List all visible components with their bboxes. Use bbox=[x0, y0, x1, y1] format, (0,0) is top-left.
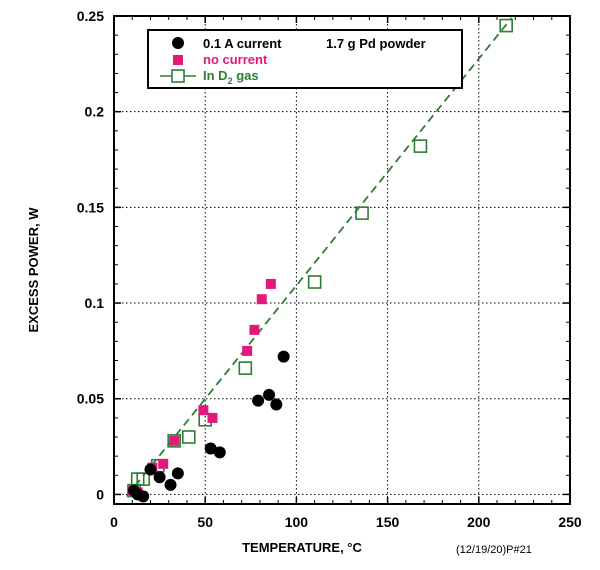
y-tick-label: 0.05 bbox=[77, 391, 104, 407]
data-point-filled-circle bbox=[204, 442, 217, 455]
x-axis-title: TEMPERATURE, °C bbox=[242, 540, 362, 555]
legend-symbol-open-square bbox=[171, 69, 185, 83]
data-point-filled-square bbox=[169, 435, 180, 446]
x-tick-label: 100 bbox=[285, 514, 309, 530]
sample-annotation: 1.7 g Pd powder bbox=[326, 36, 426, 51]
data-point-filled-circle bbox=[137, 490, 150, 503]
legend-label-d2-main: In D bbox=[203, 68, 228, 83]
data-point-open-square bbox=[167, 434, 181, 448]
figure-footer-code: (12/19/20)P#21 bbox=[456, 544, 532, 556]
d2-gas-trend-line bbox=[126, 17, 513, 497]
data-point-filled-square bbox=[256, 294, 267, 305]
legend-box bbox=[147, 29, 463, 89]
legend-label-d2-subscript: 2 bbox=[228, 76, 233, 86]
y-tick-label: 0.25 bbox=[77, 8, 104, 24]
data-point-open-square bbox=[181, 430, 196, 444]
data-point-filled-circle bbox=[263, 388, 276, 401]
x-tick-label: 200 bbox=[467, 514, 491, 530]
data-point-filled-square bbox=[249, 324, 260, 335]
x-tick-label: 250 bbox=[558, 514, 582, 530]
series-layer bbox=[126, 17, 513, 503]
x-tick-label: 0 bbox=[110, 514, 118, 530]
data-point-filled-square bbox=[242, 345, 253, 356]
data-point-filled-circle bbox=[153, 471, 166, 484]
y-tick-label: 0 bbox=[96, 486, 104, 502]
data-point-open-square bbox=[413, 139, 428, 153]
data-point-filled-circle bbox=[144, 463, 157, 476]
data-point-open-square bbox=[355, 206, 369, 220]
data-point-filled-square bbox=[265, 278, 276, 289]
data-point-filled-circle bbox=[277, 350, 290, 363]
grid bbox=[114, 16, 570, 504]
data-point-filled-square bbox=[198, 405, 209, 416]
data-point-filled-circle bbox=[213, 446, 226, 459]
data-point-open-square bbox=[238, 361, 253, 375]
data-point-filled-circle bbox=[270, 398, 283, 411]
y-axis-title: EXCESS POWER, W bbox=[26, 207, 41, 333]
data-point-filled-circle bbox=[164, 478, 177, 491]
x-tick-label: 150 bbox=[376, 514, 400, 530]
legend-symbols bbox=[160, 37, 196, 83]
y-tick-label: 0.2 bbox=[85, 104, 105, 120]
y-tick-label: 0.15 bbox=[77, 199, 104, 215]
data-point-open-square bbox=[499, 18, 513, 33]
legend-symbol-square bbox=[173, 55, 183, 65]
legend-label-d2-gas: In D2 gas bbox=[203, 68, 259, 86]
data-point-filled-square bbox=[158, 458, 169, 469]
legend: 0.1 A current no current In D2 gas 1.7 g… bbox=[147, 29, 463, 89]
legend-symbol-circle bbox=[172, 37, 184, 49]
data-point-filled-circle bbox=[171, 467, 184, 480]
data-point-filled-square bbox=[207, 412, 218, 423]
legend-label-no-current: no current bbox=[203, 52, 268, 67]
legend-label-current: 0.1 A current bbox=[203, 36, 282, 51]
data-point-open-square bbox=[307, 275, 322, 289]
legend-label-d2-tail: gas bbox=[233, 68, 259, 83]
y-tick-label: 0.1 bbox=[85, 295, 105, 311]
plot-frame bbox=[113, 15, 571, 505]
data-point-filled-circle bbox=[252, 394, 265, 407]
axis-ticks: 0 50 100 150 200 250 0 0.05 0.1 0.15 0.2 0.25 bbox=[77, 8, 582, 530]
data-point-open-square bbox=[136, 472, 150, 486]
x-tick-label: 50 bbox=[197, 514, 213, 530]
